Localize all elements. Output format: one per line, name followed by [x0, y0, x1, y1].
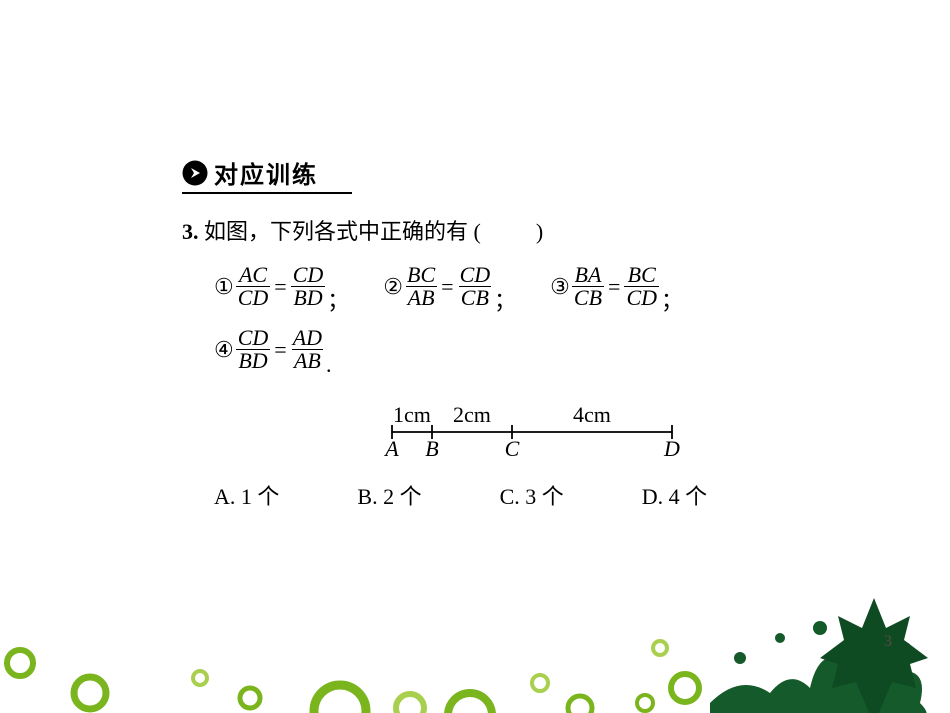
- svg-text:2cm: 2cm: [453, 402, 491, 427]
- number-line-diagram: A B C D 1cm 2cm 4cm: [362, 398, 802, 463]
- decorative-footer: [0, 593, 950, 713]
- fraction: BACB: [572, 264, 604, 309]
- separator: ；: [661, 283, 683, 315]
- fraction: CDBD: [291, 264, 326, 309]
- equation-3: ③ BACB = BCCD ；: [550, 264, 683, 309]
- fraction: ADAB: [291, 327, 324, 372]
- paren-open: (: [474, 219, 481, 244]
- option-d: D. 4 个: [642, 479, 707, 511]
- svg-text:4cm: 4cm: [573, 402, 611, 427]
- circle-2: ②: [383, 274, 403, 300]
- arrow-circle-icon: [182, 160, 208, 186]
- circle-1: ①: [214, 274, 234, 300]
- svg-text:C: C: [505, 436, 520, 458]
- slide-content: 对应训练 3. 如图，下列各式中正确的有 ( ) ① ACCD = CDBD ；…: [182, 155, 802, 511]
- equals-sign: =: [608, 274, 620, 300]
- equation-4: ④ CDBD = ADAB .: [214, 327, 332, 372]
- page-number: 3: [884, 633, 892, 651]
- circle-3: ③: [550, 274, 570, 300]
- equation-1: ① ACCD = CDBD ；: [214, 264, 349, 309]
- fraction: CDBD: [236, 327, 271, 372]
- equals-sign: =: [441, 274, 453, 300]
- equations-row-1: ① ACCD = CDBD ； ② BCAB = CDCB ； ③ BACB =…: [214, 264, 802, 309]
- svg-text:1cm: 1cm: [393, 402, 431, 427]
- section-header: 对应训练: [182, 155, 352, 194]
- svg-text:B: B: [425, 436, 438, 458]
- svg-text:D: D: [663, 436, 680, 458]
- question-text: 如图，下列各式中正确的有: [204, 219, 468, 244]
- equations-row-2: ④ CDBD = ADAB .: [214, 327, 802, 372]
- separator: ；: [494, 283, 516, 315]
- option-b: B. 2 个: [357, 479, 421, 511]
- question-number: 3.: [182, 219, 199, 244]
- question-stem: 3. 如图，下列各式中正确的有 ( ): [182, 214, 802, 246]
- circle-4: ④: [214, 337, 234, 363]
- equals-sign: =: [274, 337, 286, 363]
- fraction: CDCB: [458, 264, 493, 309]
- equation-2: ② BCAB = CDCB ；: [383, 264, 516, 309]
- answer-blank: [486, 219, 530, 244]
- fraction: ACCD: [236, 264, 271, 309]
- fraction: BCCD: [624, 264, 659, 309]
- separator: ；: [327, 283, 349, 315]
- equals-sign: =: [274, 274, 286, 300]
- answer-options: A. 1 个 B. 2 个 C. 3 个 D. 4 个: [214, 479, 802, 511]
- option-a: A. 1 个: [214, 479, 279, 511]
- svg-text:A: A: [383, 436, 399, 458]
- fraction: BCAB: [405, 264, 437, 309]
- paren-close: ): [536, 219, 543, 244]
- separator: .: [326, 352, 332, 378]
- option-c: C. 3 个: [500, 479, 564, 511]
- section-title: 对应训练: [214, 155, 318, 190]
